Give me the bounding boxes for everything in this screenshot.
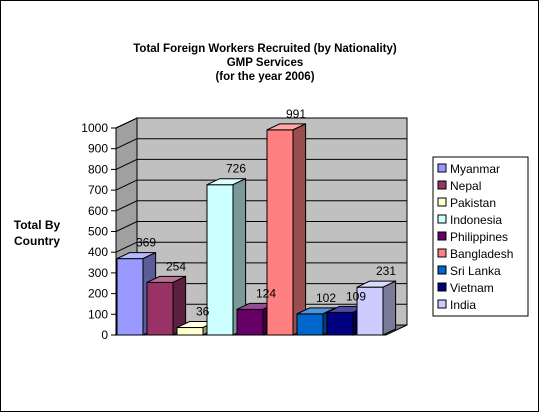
bar-nepal <box>146 275 187 336</box>
data-label: 369 <box>136 236 156 250</box>
y-tick-label: 100 <box>88 307 108 321</box>
legend-swatch <box>437 180 447 190</box>
data-label: 726 <box>226 162 246 176</box>
gridline <box>115 138 407 150</box>
gridline <box>115 117 407 129</box>
legend-label: India <box>450 298 476 312</box>
legend-swatch <box>437 299 447 309</box>
y-axis-ticks: 0 100 200 300 400 500 600 700 800 900 1000 <box>81 121 117 342</box>
legend: Myanmar Nepal Pakistan Indonesia Philippines… <box>432 156 529 317</box>
legend-label: Sri Lanka <box>450 264 501 278</box>
data-label: 102 <box>316 291 336 305</box>
data-label: 124 <box>256 286 276 300</box>
legend-item: Pakistan <box>437 196 496 210</box>
y-tick-label: 800 <box>88 162 108 176</box>
legend-label: Philippines <box>450 230 508 244</box>
bar-bangladesh <box>266 123 307 336</box>
legend-label: Myanmar <box>450 162 500 176</box>
bars <box>116 123 397 336</box>
chart-title-line-3: (for the year 2006) <box>215 71 314 83</box>
legend-item: Philippines <box>437 230 508 244</box>
y-axis-title: Total By Country <box>14 218 61 248</box>
gridline <box>115 241 407 253</box>
legend-label: Indonesia <box>450 213 502 227</box>
y-tick-label: 400 <box>88 245 108 259</box>
chart-title-line-1: Total Foreign Workers Recruited (by Nati… <box>133 43 397 55</box>
legend-swatch <box>437 163 447 173</box>
y-axis-title-line-1: Total By <box>14 218 61 232</box>
legend-swatch <box>437 282 447 292</box>
legend-label: Vietnam <box>450 281 494 295</box>
chart-title-line-2: GMP Services <box>227 57 304 69</box>
legend-label: Pakistan <box>450 196 496 210</box>
gridline <box>115 221 407 232</box>
legend-item: Nepal <box>437 179 481 193</box>
legend-box <box>432 156 529 317</box>
bar-india <box>356 280 397 336</box>
y-tick-label: 1000 <box>81 121 108 135</box>
legend-swatch <box>437 265 447 275</box>
gridline <box>115 158 407 170</box>
data-label: 254 <box>166 259 186 273</box>
bar-indonesia <box>206 177 247 336</box>
legend-item: Vietnam <box>437 281 494 295</box>
data-labels: 369 254 36 726 124 991 102 109 231 <box>136 107 396 319</box>
gridline <box>115 200 407 212</box>
y-tick-label: 200 <box>88 287 108 301</box>
data-label: 36 <box>196 305 210 319</box>
legend-label: Bangladesh <box>450 247 513 261</box>
legend-item: Myanmar <box>437 162 500 176</box>
legend-item: Bangladesh <box>437 247 513 261</box>
gridline <box>115 179 407 191</box>
legend-swatch <box>437 197 447 207</box>
legend-swatch <box>437 248 447 258</box>
y-axis-title-line-2: Country <box>14 234 60 248</box>
legend-label: Nepal <box>450 179 481 193</box>
legend-item: India <box>437 298 476 312</box>
y-tick-label: 900 <box>88 142 108 156</box>
data-label: 109 <box>346 289 366 303</box>
data-label: 991 <box>286 107 306 121</box>
y-tick-label: 0 <box>101 328 108 342</box>
y-tick-label: 500 <box>88 225 108 239</box>
y-tick-label: 600 <box>88 204 108 218</box>
bar-myanmar <box>116 251 157 336</box>
legend-swatch <box>437 231 447 241</box>
legend-item: Sri Lanka <box>437 264 501 278</box>
y-tick-label: 700 <box>88 183 108 197</box>
data-label: 231 <box>376 264 396 278</box>
legend-item: Indonesia <box>437 213 502 227</box>
chart-title: Total Foreign Workers Recruited (by Nati… <box>133 43 397 83</box>
y-tick-label: 300 <box>88 266 108 280</box>
legend-swatch <box>437 214 447 224</box>
